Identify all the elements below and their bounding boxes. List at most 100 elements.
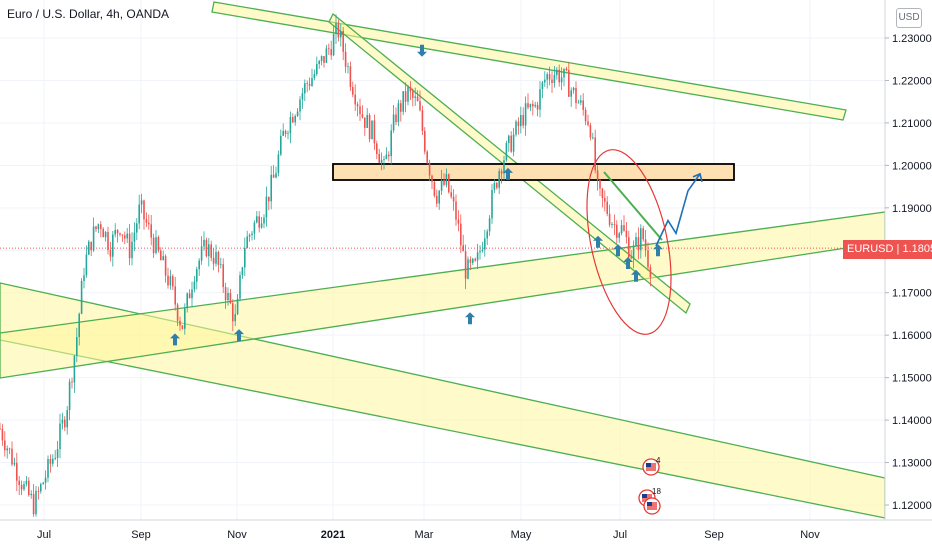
up-arrow-shape xyxy=(465,312,475,325)
candle-body xyxy=(311,77,313,86)
candle-body xyxy=(52,458,54,464)
candle-body xyxy=(457,219,460,224)
candle-body xyxy=(56,449,59,458)
candle-body xyxy=(599,180,601,189)
candle-body xyxy=(356,104,359,107)
candle-body xyxy=(112,234,114,257)
candle-body xyxy=(73,355,76,383)
up-arrow-icon xyxy=(417,44,427,57)
x-tick-label: Nov xyxy=(227,529,247,541)
candle-body xyxy=(472,258,474,263)
candle-body xyxy=(414,96,416,98)
candle-body xyxy=(186,293,188,309)
candle-body xyxy=(28,480,30,496)
candle-body xyxy=(32,493,35,515)
candle-body xyxy=(445,174,448,185)
candle-body xyxy=(6,448,8,451)
up-arrow-shape xyxy=(503,167,513,180)
candle-body xyxy=(306,83,308,85)
candle-body xyxy=(239,275,241,299)
candle-body xyxy=(181,325,184,329)
candle-body xyxy=(272,174,275,178)
y-tick-label: 1.12000 xyxy=(892,500,932,512)
candle-body xyxy=(54,457,56,459)
candle-body xyxy=(481,249,484,251)
candle-body xyxy=(212,257,215,264)
candle-body xyxy=(66,410,68,428)
candle-body xyxy=(4,440,6,451)
event-count: 18 xyxy=(652,487,661,496)
candle-body xyxy=(164,256,167,276)
candle-body xyxy=(455,201,457,220)
candle-body xyxy=(172,276,174,287)
candle-body xyxy=(433,181,436,196)
candle-body xyxy=(275,173,277,178)
candle-body xyxy=(208,244,210,257)
candle-body xyxy=(328,48,330,50)
candle-body xyxy=(539,89,541,110)
up-arrow-icon xyxy=(623,257,633,270)
candle-body xyxy=(584,109,587,122)
candle-body xyxy=(491,189,493,219)
candle-body xyxy=(246,236,248,248)
resistance-zone xyxy=(332,163,735,181)
candle-body xyxy=(148,222,150,225)
candle-body xyxy=(25,480,28,485)
candle-body xyxy=(140,200,143,205)
candle-body xyxy=(388,154,390,157)
candle-body xyxy=(611,224,613,225)
candle-body xyxy=(203,239,205,247)
candle-body xyxy=(234,314,236,322)
y-tick-label: 1.17000 xyxy=(892,288,932,300)
candle-body xyxy=(378,154,380,163)
down-arrow-shape xyxy=(417,44,427,57)
candle-body xyxy=(138,204,140,224)
candle-body xyxy=(620,225,623,234)
candle-body xyxy=(184,308,186,329)
candle-body xyxy=(601,188,604,199)
candle-body xyxy=(608,213,611,225)
candle-body xyxy=(409,87,412,92)
candle-body xyxy=(244,247,246,268)
candle-body xyxy=(217,251,220,265)
candle-body xyxy=(486,231,488,239)
y-tick-label: 1.19000 xyxy=(892,203,932,215)
candle-body xyxy=(366,115,368,128)
candle-body xyxy=(248,235,251,237)
x-tick-label: Sep xyxy=(704,529,724,541)
candle-body xyxy=(630,257,632,259)
candle-body xyxy=(44,477,47,483)
candle-body xyxy=(64,419,66,428)
candle-body xyxy=(606,201,608,214)
candle-body xyxy=(594,137,596,171)
candle-body xyxy=(575,87,577,104)
candle-body xyxy=(280,135,282,155)
candle-body xyxy=(198,260,200,270)
candle-body xyxy=(11,448,13,465)
x-tick-label: Jul xyxy=(613,529,627,541)
candle-body xyxy=(299,99,301,112)
candle-body xyxy=(556,69,558,75)
candle-body xyxy=(428,162,431,176)
x-tick-label: Nov xyxy=(800,529,820,541)
candle-body xyxy=(541,82,544,90)
candle-body xyxy=(536,104,539,110)
candle-body xyxy=(649,267,652,278)
candle-body xyxy=(448,174,450,193)
candle-body xyxy=(397,103,400,122)
x-tick-label: Sep xyxy=(131,529,151,541)
price-axis xyxy=(885,0,932,550)
candle-body xyxy=(241,267,244,276)
currency-button[interactable]: USD xyxy=(896,8,922,28)
candle-body xyxy=(592,137,594,139)
event-flag-icon xyxy=(643,497,661,515)
candle-body xyxy=(474,258,476,261)
candle-body xyxy=(440,180,443,191)
candle-body xyxy=(128,233,131,259)
candle-body xyxy=(340,30,342,38)
candle-body xyxy=(469,259,472,263)
candle-body xyxy=(116,229,119,234)
candle-body xyxy=(349,66,352,88)
y-tick-label: 1.23000 xyxy=(892,33,932,45)
